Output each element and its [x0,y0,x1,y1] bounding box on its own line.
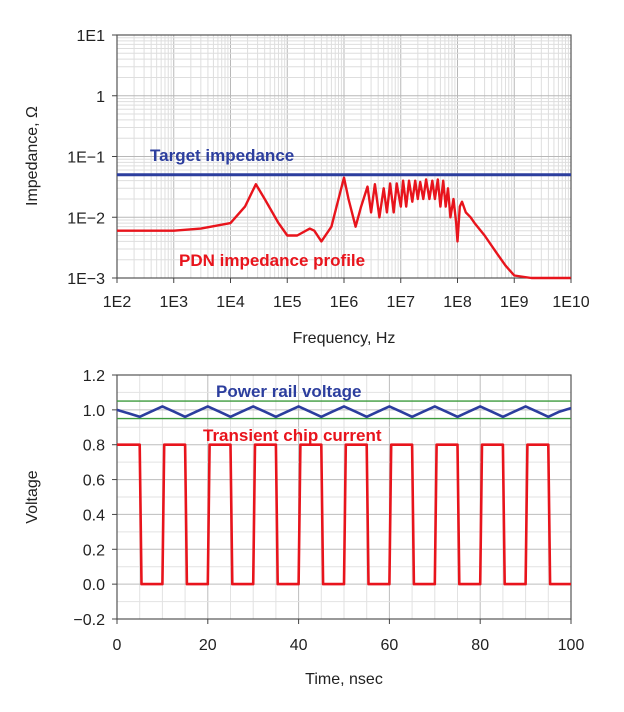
x-tick-label: 1E2 [103,294,132,311]
pdn-impedance-profile-line [117,176,571,280]
y-tick-label: 1E−3 [67,271,105,288]
y-tick-label: 1E1 [77,28,106,45]
transient-chip-current-line [117,443,571,586]
voltage-plot-frame [116,374,572,620]
power-rail-annotation: Power rail voltage [216,382,362,401]
voltage-x-axis-label: Time, nsec [305,671,383,688]
impedance-ticks: 1E2 1E3 1E4 1E5 1E6 1E7 1E8 1E9 1E10 1E1 1 1E−1 1E−2… [67,28,590,311]
voltage-series [116,400,572,586]
pdn-profile-annotation: PDN impedance profile [179,251,365,270]
x-tick-label: 1E10 [552,294,589,311]
x-tick-label: 60 [381,637,399,654]
x-tick-label: 1E8 [443,294,472,311]
y-tick-label: 1.0 [83,403,105,420]
voltage-y-axis-label: Voltage [24,470,41,523]
voltage-ticks: 0 20 40 60 80 100 1.2 1.0 0.8 0.6 0.4 0.2 0.0 −0.2 [73,368,584,654]
y-tick-label: 1.2 [83,368,105,385]
y-tick-label: 1E−1 [67,150,105,167]
y-tick-label: 1 [96,89,105,106]
y-tick-label: 0.6 [83,473,105,490]
x-tick-label: 100 [558,637,585,654]
target-impedance-annotation: Target impedance [150,146,294,165]
impedance-series [117,173,571,280]
y-tick-label: 0.8 [83,438,105,455]
x-tick-label: 1E6 [330,294,359,311]
x-tick-label: 1E9 [500,294,529,311]
impedance-grid [116,35,571,279]
y-tick-label: 1E−2 [67,210,105,227]
y-tick-label: 0.4 [83,507,105,524]
x-tick-label: 1E7 [387,294,416,311]
power-rail-voltage-line [116,405,572,419]
y-tick-label: 0.2 [83,542,105,559]
x-tick-label: 0 [113,637,122,654]
x-tick-label: 80 [471,637,489,654]
impedance-y-axis-label: Impedance, Ω [24,106,41,206]
y-tick-label: 0.0 [83,577,105,594]
impedance-x-axis-label: Frequency, Hz [293,330,396,347]
chip-current-annotation: Transient chip current [203,426,382,445]
x-tick-label: 1E5 [273,294,302,311]
y-tick-label: −0.2 [73,612,105,629]
x-tick-label: 1E3 [160,294,189,311]
x-tick-label: 20 [199,637,217,654]
x-tick-label: 1E4 [216,294,245,311]
x-tick-label: 40 [290,637,308,654]
